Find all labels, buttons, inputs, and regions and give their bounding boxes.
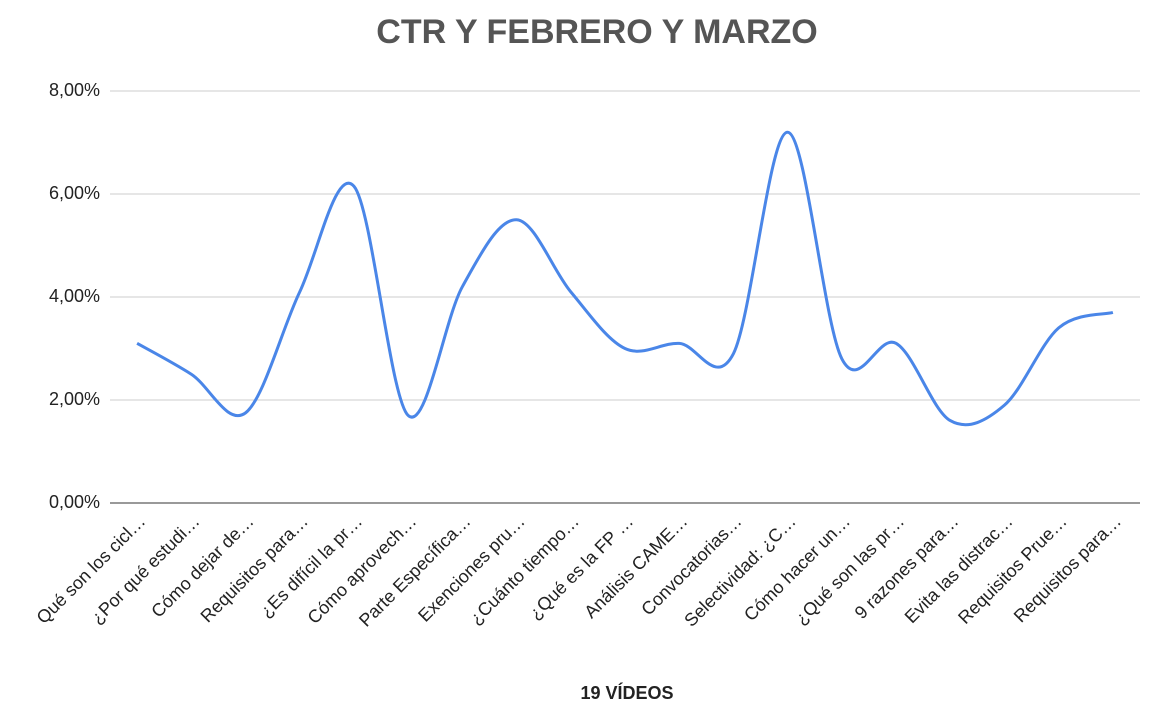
y-tick-label: 6,00% <box>49 183 100 203</box>
y-tick-label: 4,00% <box>49 286 100 306</box>
chart-title: CTR Y FEBRERO Y MARZO <box>376 13 817 51</box>
y-tick-label: 8,00% <box>49 80 100 100</box>
line <box>136 130 1114 427</box>
y-tick-label: 0,00% <box>49 492 100 512</box>
x-tick-label: Convocatorias… <box>637 511 745 619</box>
x-tick-label: Cómo dejar de… <box>147 511 257 621</box>
x-tick-label: ¿Es difícil la pr… <box>256 511 366 621</box>
y-tick-label: 2,00% <box>49 389 100 409</box>
x-axis-title: 19 VÍDEOS <box>580 682 673 703</box>
